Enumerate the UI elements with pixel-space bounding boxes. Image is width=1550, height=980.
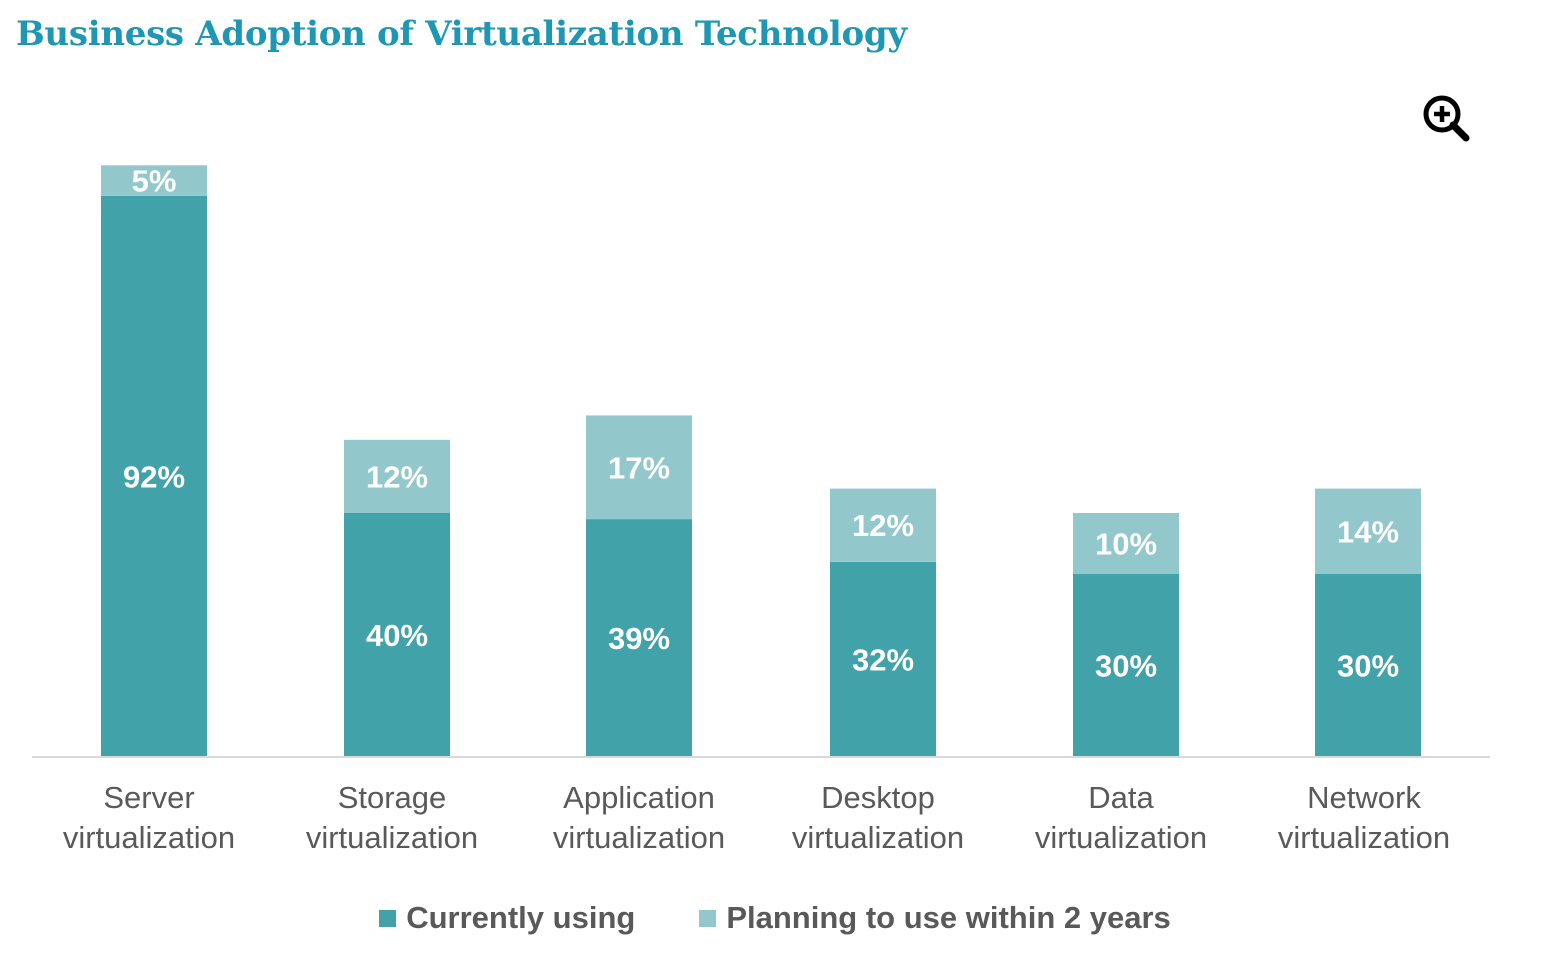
data-label-currently-using-4: 30%	[1095, 649, 1157, 684]
category-label-0: Server virtualization	[63, 780, 235, 855]
data-label-planning-3: 12%	[852, 508, 914, 543]
legend-label-currently-using: Currently using	[406, 900, 636, 935]
legend-swatch-planning	[699, 909, 717, 927]
category-label-5: Network virtualization	[1278, 780, 1450, 855]
data-label-currently-using-0: 92%	[123, 459, 185, 494]
zoom-button[interactable]	[1420, 92, 1472, 144]
legend: Currently using Planning to use within 2…	[0, 900, 1550, 936]
data-label-planning-1: 12%	[366, 459, 428, 494]
category-label-3: Desktop virtualization	[792, 780, 964, 855]
data-label-currently-using-1: 40%	[366, 618, 428, 653]
category-label-4: Data virtualization	[1035, 780, 1207, 855]
bar-currently-using-5	[1315, 574, 1421, 757]
legend-item-currently-using: Currently using	[379, 900, 635, 936]
data-label-currently-using-3: 32%	[852, 642, 914, 677]
data-label-currently-using-5: 30%	[1337, 649, 1399, 684]
category-label-2: Application virtualization	[553, 780, 725, 855]
chart-title: Business Adoption of Virtualization Tech…	[16, 14, 907, 54]
bar-planning-1	[344, 439, 450, 513]
legend-item-planning: Planning to use within 2 years	[699, 900, 1171, 936]
bar-planning-2	[586, 415, 692, 520]
bar-currently-using-0	[101, 195, 207, 758]
bar-planning-5	[1315, 488, 1421, 574]
bar-planning-0	[101, 165, 207, 196]
legend-swatch-currently-using	[379, 909, 397, 927]
bar-currently-using-3	[830, 561, 936, 757]
legend-label-planning: Planning to use within 2 years	[726, 900, 1171, 935]
data-label-planning-4: 10%	[1095, 527, 1157, 562]
bar-currently-using-1	[344, 513, 450, 757]
data-label-planning-5: 14%	[1337, 514, 1399, 549]
data-label-currently-using-2: 39%	[608, 621, 670, 656]
bar-planning-3	[830, 488, 936, 562]
bar-planning-4	[1073, 513, 1179, 574]
data-label-planning-0: 5%	[132, 164, 177, 199]
bar-currently-using-2	[586, 519, 692, 757]
bar-currently-using-4	[1073, 574, 1179, 757]
zoom-in-icon	[1423, 95, 1470, 142]
category-label-1: Storage virtualization	[306, 780, 478, 855]
stacked-bar-chart: 92% 5% Server virtualization 40% 12% Storage vi…	[32, 164, 1490, 855]
data-label-planning-2: 17%	[608, 450, 670, 485]
